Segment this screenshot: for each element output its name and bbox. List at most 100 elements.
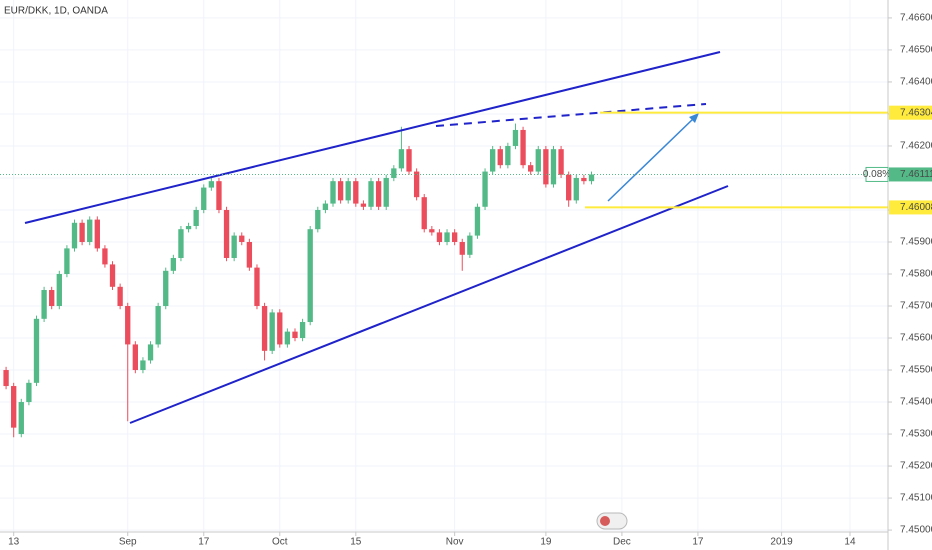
candle-body [398, 149, 405, 169]
candle-body [543, 149, 549, 185]
y-tick-label: 7.45900 [900, 237, 932, 248]
candle-body [185, 225, 192, 230]
x-tick-label: 2019 [770, 537, 793, 548]
candle-body [71, 222, 78, 249]
candle-body [64, 248, 70, 275]
candle-body [360, 203, 367, 207]
candle-body [87, 219, 93, 242]
candle-body [520, 129, 526, 166]
x-tick-label: Sep [119, 537, 137, 548]
candle-body [261, 306, 268, 351]
candle-body [459, 241, 465, 255]
candle-body [140, 360, 146, 371]
candle-body [201, 187, 207, 210]
candle-body [391, 168, 397, 178]
candle-body [322, 203, 329, 210]
candle-body [239, 235, 245, 242]
candle-body [163, 270, 169, 307]
last-price-box [889, 167, 932, 182]
candle-body [132, 344, 138, 371]
candle-body [284, 331, 291, 345]
candle-body [3, 370, 9, 387]
y-tick-label: 7.46500 [900, 45, 932, 56]
x-tick-label: 15 [350, 537, 362, 548]
y-tick-label: 7.45500 [900, 365, 932, 376]
candle-body [246, 241, 253, 268]
candle-body [421, 197, 427, 230]
candle-body [170, 257, 177, 271]
candle-body [307, 229, 313, 323]
lower-trend-line [129, 185, 729, 424]
y-tick-label: 7.45600 [900, 333, 932, 344]
candle-body [231, 235, 237, 258]
candle-body [11, 386, 17, 428]
candle-body [254, 267, 260, 307]
upper-trend-line [24, 51, 721, 224]
candle-body [368, 181, 374, 207]
y-tick-label: 7.45000 [900, 525, 932, 536]
x-tick-label: 14 [844, 537, 856, 548]
candle-body [558, 149, 564, 175]
candle-body [497, 149, 503, 166]
y-tick-label: 7.45200 [900, 461, 932, 472]
y-tick-label: 7.46200 [900, 141, 932, 152]
candle-body [102, 248, 108, 265]
candle-body [444, 232, 450, 242]
candle-body [56, 274, 62, 307]
candle-body [535, 149, 541, 172]
candle-body [208, 181, 215, 188]
level-label-box [889, 200, 932, 215]
candle-body [125, 306, 131, 345]
candle-body [155, 306, 161, 345]
candle-body [33, 318, 40, 383]
candle-body [429, 229, 435, 233]
candle-body [79, 222, 85, 242]
ticker-icon [596, 512, 628, 530]
candle-body [49, 290, 55, 307]
candle-body [566, 174, 572, 201]
change-box [865, 166, 889, 182]
x-tick-label: Oct [272, 537, 288, 548]
y-tick-label: 7.46400 [900, 77, 932, 88]
y-tick-label: 7.45800 [900, 269, 932, 280]
candle-body [94, 219, 100, 249]
candle-body [467, 235, 473, 255]
candle-body [512, 129, 519, 146]
candle-body [353, 181, 359, 204]
candle-body [482, 171, 488, 207]
overlay [0, 111, 888, 209]
candle-body [26, 382, 32, 403]
candle-body [18, 402, 24, 435]
y-tick-label: 7.45100 [900, 493, 932, 504]
x-tick-label: Nov [446, 537, 464, 548]
candle-body [406, 149, 412, 172]
candle-body [41, 290, 47, 319]
candle-body [474, 206, 481, 236]
candle-body [550, 149, 557, 185]
candle-body [413, 171, 420, 198]
candle-body [117, 286, 123, 307]
candle-body [505, 145, 511, 166]
chart-title: EUR/DKK, 1D, OANDA [4, 6, 108, 17]
candle-body [216, 181, 222, 210]
candle-body [315, 209, 321, 230]
change-label: 0.08% [863, 169, 891, 180]
candle-body [383, 177, 389, 207]
y-tick-label: 7.45700 [900, 301, 932, 312]
level-label-box [889, 105, 932, 120]
y-tick-label: 7.46600 [900, 13, 932, 24]
y-tick-label: 7.45300 [900, 429, 932, 440]
grid [0, 0, 888, 532]
candle-body [277, 312, 283, 345]
candles [3, 123, 595, 438]
candle-body [292, 331, 298, 339]
arrow-head [689, 113, 699, 123]
candle-body [109, 264, 116, 287]
x-tick-label: 13 [8, 537, 20, 548]
candle-body [588, 174, 595, 182]
candle-body [573, 177, 579, 201]
x-tick-label: 17 [198, 537, 210, 548]
